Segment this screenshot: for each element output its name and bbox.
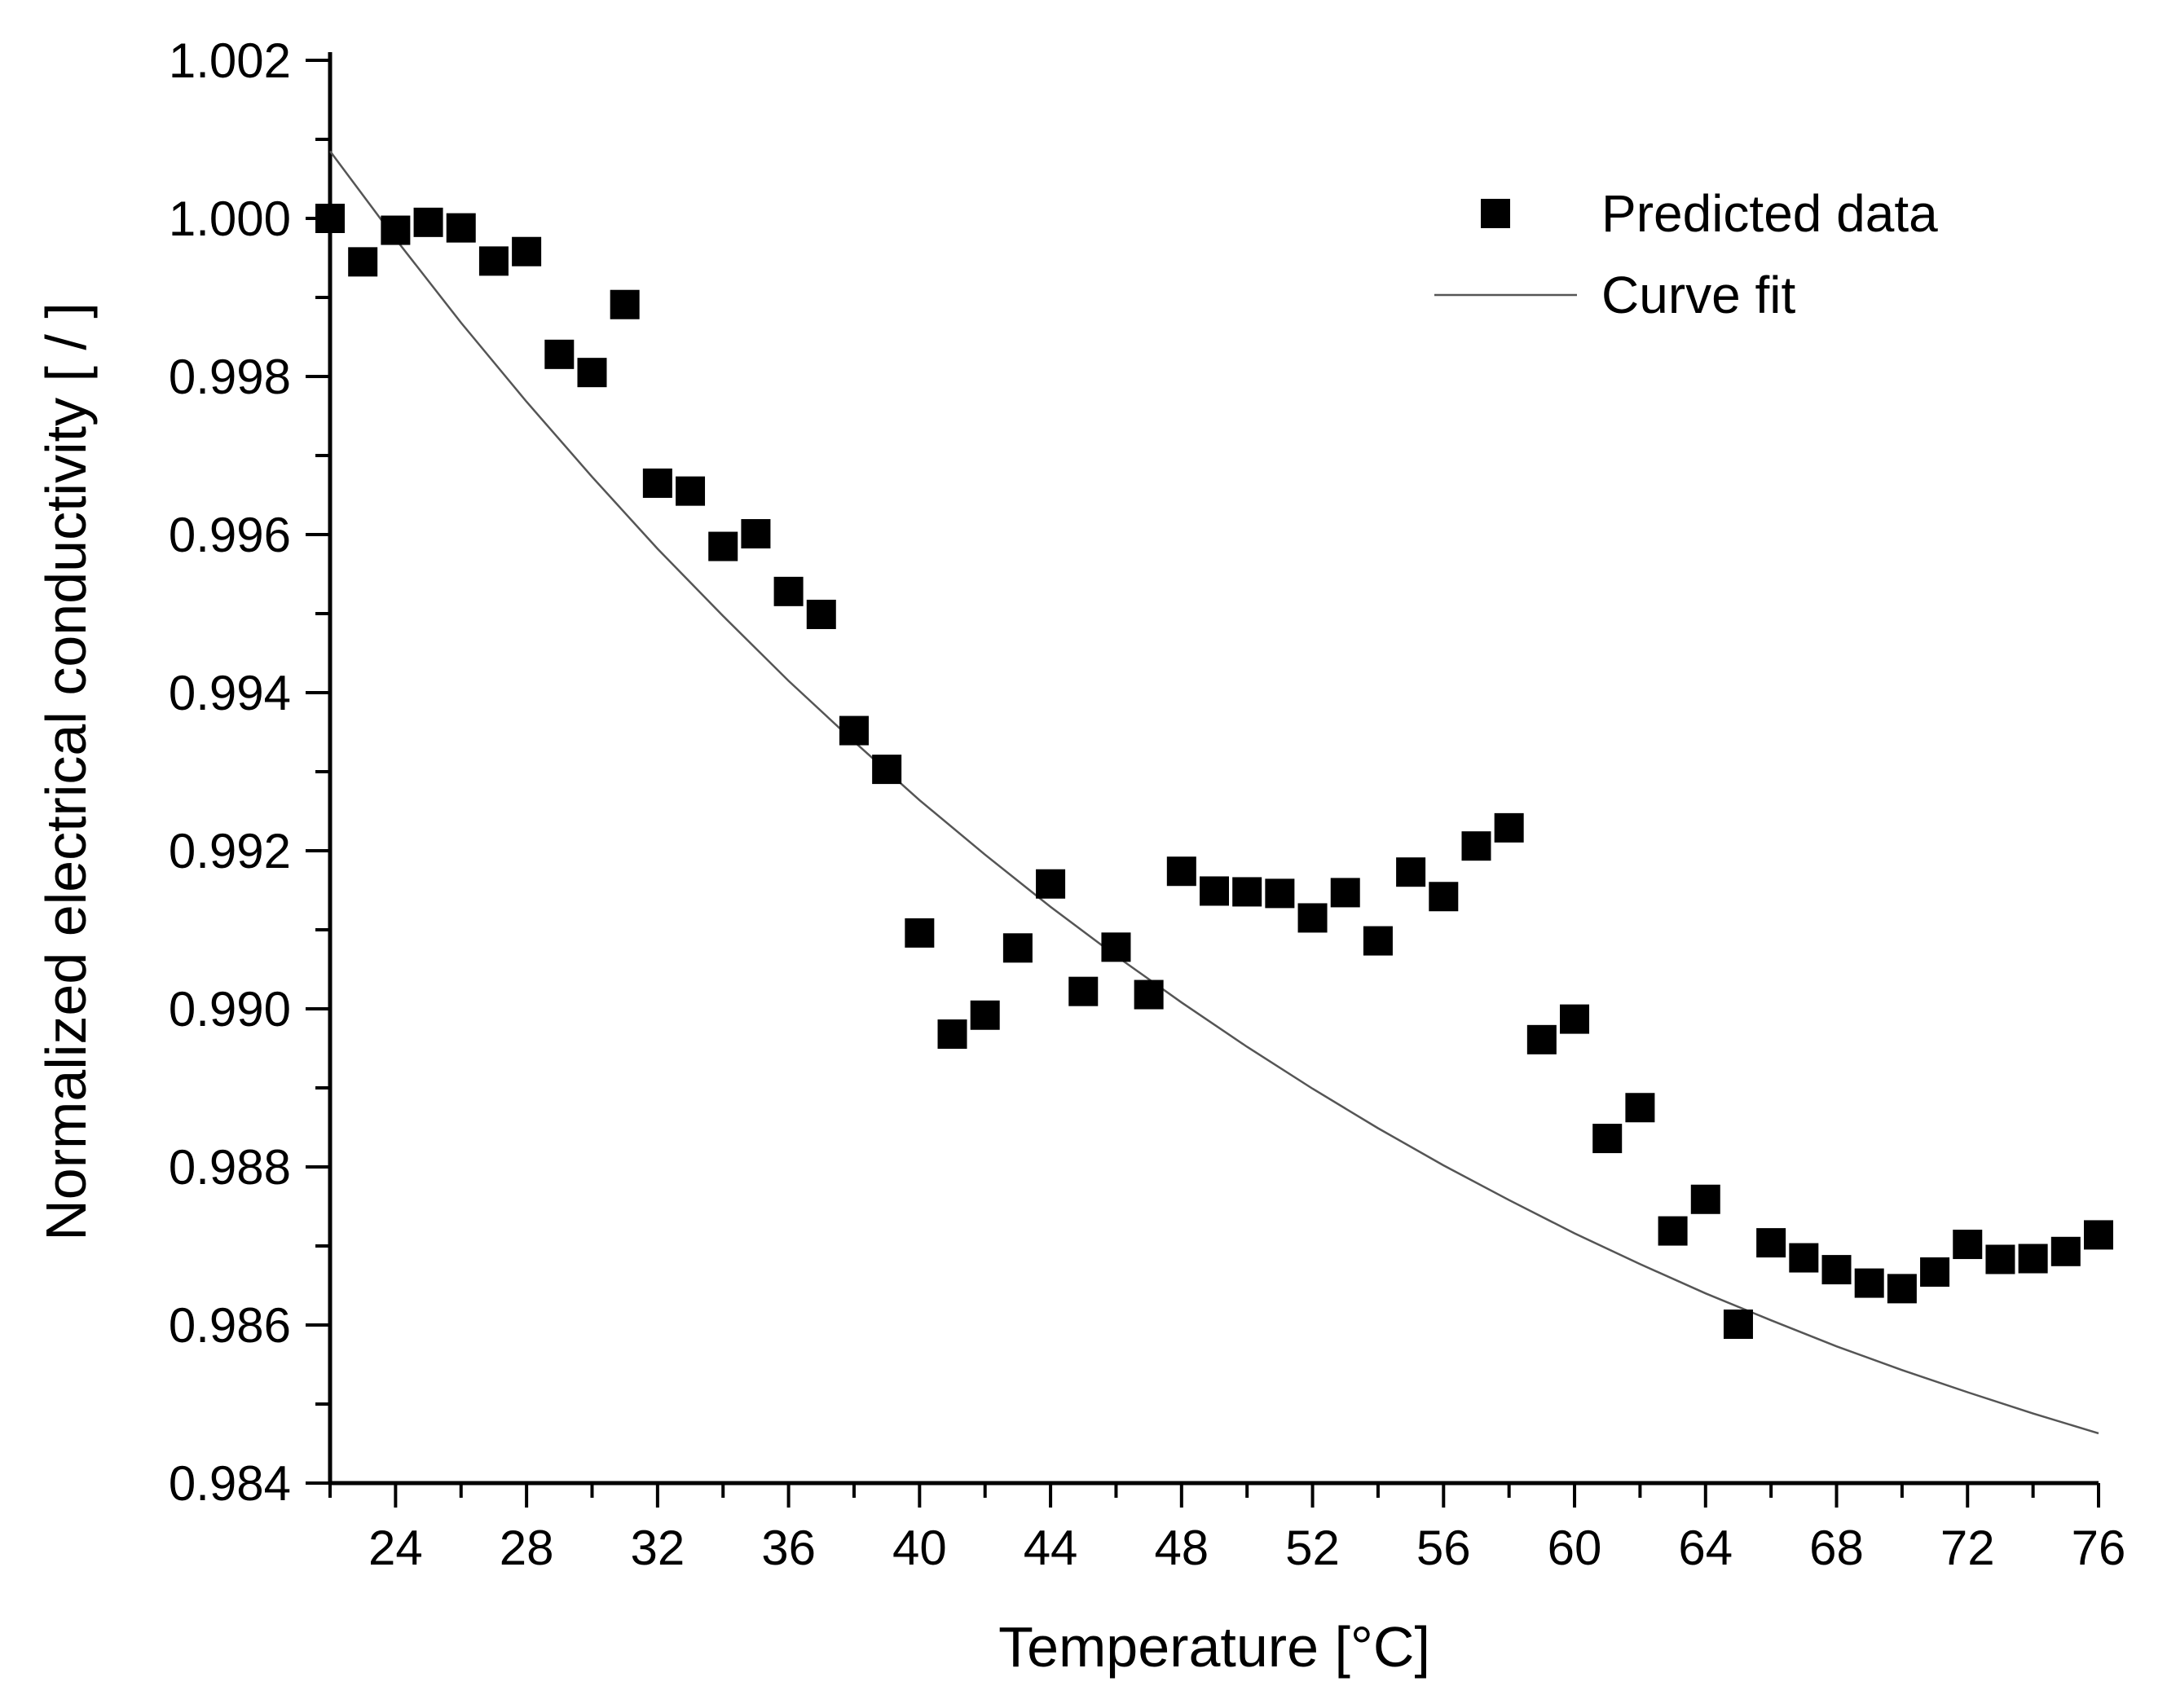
data-point bbox=[741, 519, 771, 549]
data-point bbox=[1200, 876, 1229, 906]
data-point bbox=[1330, 878, 1360, 908]
x-tick-label: 64 bbox=[1678, 1521, 1733, 1575]
data-point bbox=[315, 204, 345, 233]
data-point bbox=[1297, 903, 1328, 933]
data-point bbox=[806, 599, 836, 629]
data-points-layer bbox=[315, 204, 2113, 1340]
x-tick-label: 52 bbox=[1285, 1521, 1340, 1575]
x-tick-label: 56 bbox=[1416, 1521, 1471, 1575]
axes: 24 28 32 36 40 44 48 52 56 60 64 68 72 76 0.984 0.986 0.… bbox=[169, 33, 2126, 1575]
data-point bbox=[1396, 857, 1426, 887]
data-point bbox=[348, 247, 378, 277]
data-point bbox=[1461, 831, 1491, 861]
x-tick-label: 68 bbox=[1809, 1521, 1864, 1575]
data-point bbox=[773, 576, 804, 606]
data-point bbox=[872, 755, 902, 785]
y-tick-label: 0.996 bbox=[169, 508, 291, 562]
data-point bbox=[1953, 1230, 1983, 1260]
data-point bbox=[676, 476, 706, 506]
data-point bbox=[478, 246, 509, 276]
y-axis-title: Normalized electrical conductivity [ / ] bbox=[34, 302, 98, 1241]
y-tick-label: 0.990 bbox=[169, 982, 291, 1037]
y-tick-label: 0.998 bbox=[169, 350, 291, 404]
data-point bbox=[905, 918, 935, 948]
x-axis-title: Temperature [°C] bbox=[998, 1615, 1430, 1679]
data-point bbox=[839, 715, 869, 746]
data-point bbox=[544, 339, 575, 369]
x-tick-label: 28 bbox=[500, 1521, 554, 1575]
x-tick-label: 72 bbox=[1940, 1521, 1995, 1575]
data-point bbox=[1821, 1255, 1852, 1285]
data-point bbox=[1887, 1274, 1917, 1304]
y-tick-label: 1.000 bbox=[169, 191, 291, 246]
y-tick-label: 0.984 bbox=[169, 1456, 291, 1511]
y-tick-label: 0.986 bbox=[169, 1298, 291, 1353]
data-point bbox=[2050, 1236, 2081, 1266]
data-point bbox=[1789, 1243, 1819, 1273]
data-point bbox=[1723, 1310, 1753, 1340]
data-point bbox=[2018, 1244, 2048, 1274]
data-point bbox=[1232, 877, 1262, 907]
x-tick-label: 40 bbox=[892, 1521, 947, 1575]
y-tick-label: 0.988 bbox=[169, 1140, 291, 1195]
data-point bbox=[708, 531, 738, 561]
data-point bbox=[1036, 869, 1066, 899]
data-point bbox=[577, 358, 607, 388]
data-point bbox=[1068, 976, 1099, 1006]
x-tick-label: 76 bbox=[2072, 1521, 2126, 1575]
data-point bbox=[937, 1019, 967, 1050]
data-point bbox=[1854, 1268, 1884, 1298]
legend-square-marker bbox=[1481, 199, 1510, 228]
x-tick-label: 48 bbox=[1154, 1521, 1209, 1575]
data-point bbox=[1134, 979, 1164, 1010]
data-point bbox=[1101, 932, 1131, 962]
data-point bbox=[446, 213, 476, 243]
y-tick-label: 0.994 bbox=[169, 666, 291, 720]
data-point bbox=[1592, 1124, 1623, 1154]
curve-fit-line bbox=[328, 150, 2099, 1435]
data-point bbox=[1658, 1216, 1688, 1246]
data-point bbox=[1756, 1228, 1786, 1258]
data-point bbox=[970, 1000, 1000, 1030]
data-point bbox=[2084, 1220, 2113, 1250]
x-tick-label: 44 bbox=[1024, 1521, 1078, 1575]
curve-fit-layer bbox=[328, 150, 2099, 1435]
data-point bbox=[1560, 1004, 1590, 1034]
data-point bbox=[413, 207, 443, 237]
data-point bbox=[1625, 1093, 1655, 1123]
data-point bbox=[642, 468, 672, 498]
data-point bbox=[1363, 926, 1393, 956]
data-point bbox=[512, 236, 542, 266]
legend-label-curve-fit: Curve fit bbox=[1601, 266, 1796, 324]
data-point bbox=[610, 289, 640, 319]
legend-label-predicted-data: Predicted data bbox=[1601, 184, 1938, 243]
data-point bbox=[1265, 878, 1295, 909]
x-tick-label: 60 bbox=[1548, 1521, 1602, 1575]
x-tick-label: 36 bbox=[761, 1521, 816, 1575]
data-point bbox=[1526, 1024, 1557, 1054]
legend: Predicted data Curve fit bbox=[1434, 184, 1938, 324]
data-point bbox=[1429, 882, 1459, 912]
y-tick-label: 1.002 bbox=[169, 33, 291, 88]
data-point bbox=[1494, 812, 1524, 843]
x-tick-label: 32 bbox=[630, 1521, 685, 1575]
x-tick-label: 24 bbox=[368, 1521, 423, 1575]
y-tick-label: 0.992 bbox=[169, 824, 291, 878]
data-point bbox=[1920, 1257, 1950, 1288]
data-point bbox=[381, 215, 411, 245]
data-point bbox=[1690, 1184, 1720, 1214]
data-point bbox=[1985, 1244, 2015, 1274]
data-point bbox=[1166, 856, 1196, 887]
data-point bbox=[1002, 933, 1033, 963]
